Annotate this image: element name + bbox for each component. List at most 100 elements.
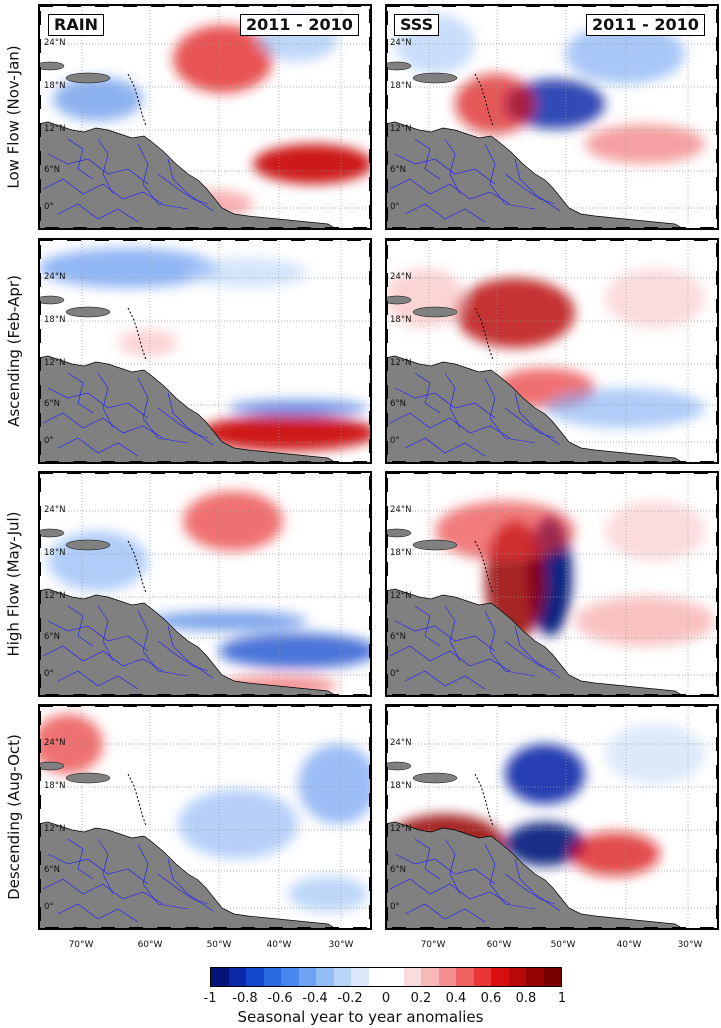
anomaly-blob (38, 714, 103, 774)
island-cuba (385, 528, 412, 538)
lat-label: 18°N (44, 548, 66, 558)
map-frame (385, 471, 719, 697)
map-frame (385, 4, 719, 230)
land-south-america (38, 121, 339, 230)
colorbar-swatch (403, 968, 421, 986)
lat-label: 12°N (44, 591, 66, 601)
map-frame (385, 238, 719, 464)
lat-label: 18°N (44, 315, 66, 325)
river (57, 903, 139, 923)
river (47, 387, 149, 419)
lat-label: 6°N (44, 632, 61, 642)
lat-label: 24°N (44, 272, 66, 282)
lon-label-60w-left: 60°W (137, 940, 163, 950)
river (404, 903, 486, 923)
lesser-antilles (127, 773, 147, 827)
lon-label-40w-left: 40°W (266, 940, 292, 950)
colorbar-swatch (211, 968, 229, 986)
title-sss: SSS (394, 14, 440, 36)
river (514, 158, 561, 212)
anomaly-blob (218, 633, 372, 669)
lat-label: 12°N (390, 824, 412, 834)
row-label-low-flow: Low Flow (Nov-Jan) (5, 45, 24, 189)
anomaly-field (385, 268, 705, 428)
river (47, 853, 149, 885)
island-hispaniola (65, 539, 111, 551)
land-south-america (385, 355, 686, 464)
land-south-america (38, 355, 339, 464)
map-frame (385, 704, 719, 930)
colorbar-swatch (421, 968, 439, 986)
land-south-america (385, 121, 686, 230)
row-label-descending: Descending (Aug-Oct) (5, 734, 24, 900)
title-period-sss: 2011 - 2010 (586, 14, 705, 36)
river (42, 412, 164, 439)
lat-label: 6°N (44, 165, 61, 175)
lat-label: 12°N (390, 591, 412, 601)
colorbar-swatch (386, 968, 404, 986)
map-frame (38, 704, 372, 930)
river (157, 640, 209, 672)
anomaly-blob (298, 744, 372, 824)
colorbar-tick: 0 (381, 991, 391, 1006)
colorbar-tick: 0.4 (445, 991, 467, 1006)
anomaly-blob (605, 268, 705, 328)
lat-label: 12°N (44, 824, 66, 834)
lat-label: 12°N (390, 124, 412, 134)
rivers (42, 138, 214, 223)
anomaly-blob (570, 832, 660, 876)
anomaly-blob (148, 611, 308, 631)
anomaly-blob (455, 74, 535, 134)
lat-label: 18°N (390, 81, 412, 91)
lesser-antilles (127, 73, 147, 127)
river (444, 838, 461, 895)
colorbar-swatch (298, 968, 316, 986)
anomaly-blob (178, 789, 298, 859)
island-cuba (38, 295, 65, 305)
anomaly-blob (605, 724, 705, 784)
river (389, 645, 511, 672)
anomaly-blob (253, 144, 372, 184)
map-panel-rain-high-flow (38, 471, 372, 697)
lesser-antilles (127, 307, 147, 361)
island-hispaniola (412, 539, 458, 551)
lat-label: 0° (390, 436, 400, 446)
anomaly-blob (585, 124, 705, 164)
river (444, 605, 461, 662)
island-hispaniola (412, 72, 458, 84)
river (444, 138, 461, 195)
river (484, 143, 536, 210)
lon-label-50w-left: 50°W (206, 940, 232, 950)
river (514, 858, 561, 912)
river (97, 605, 114, 662)
anomaly-blob (288, 876, 368, 912)
lon-label-30w-left: 30°W (328, 940, 354, 950)
river (97, 372, 114, 429)
river (57, 203, 139, 223)
river (67, 838, 94, 880)
lon-label-50w-right: 50°W (550, 940, 576, 950)
lat-label: 12°N (44, 124, 66, 134)
river (97, 138, 114, 195)
colorbar-tick: 0.6 (480, 991, 502, 1006)
colorbar-tick: -0.2 (337, 991, 363, 1006)
lat-label: 24°N (390, 738, 412, 748)
map-frame (38, 471, 372, 697)
river (137, 610, 189, 677)
island-cuba (385, 61, 412, 71)
lat-label: 24°N (390, 505, 412, 515)
river (97, 838, 114, 895)
river (414, 372, 441, 414)
lat-label: 0° (44, 436, 54, 446)
anomaly-blob (545, 388, 705, 428)
river (57, 670, 139, 690)
island-cuba (38, 761, 65, 771)
river (404, 670, 486, 690)
river (137, 377, 189, 444)
lesser-antilles (127, 540, 147, 594)
colorbar-swatch (333, 968, 351, 986)
anomaly-field (435, 501, 715, 646)
anomaly-blob (505, 822, 585, 866)
river (42, 178, 164, 205)
lat-label: 6°N (390, 399, 407, 409)
